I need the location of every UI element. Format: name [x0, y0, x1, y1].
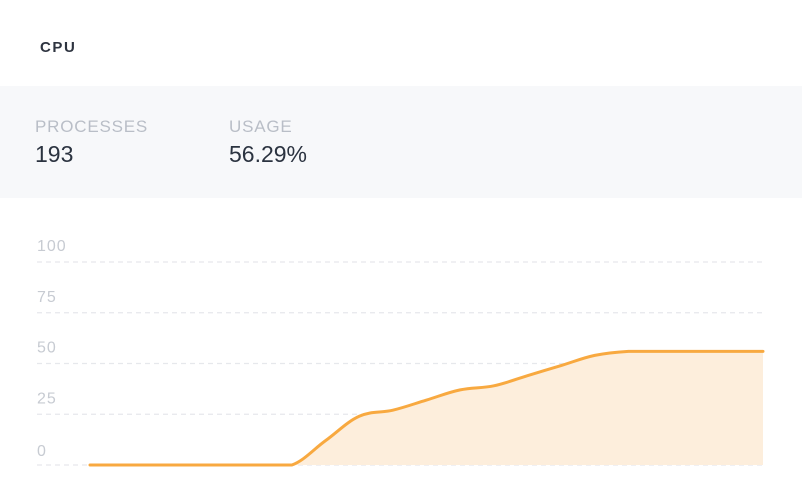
- y-tick-label-0: 0: [37, 443, 47, 460]
- processes-stat: PROCESSES 193: [35, 116, 148, 169]
- y-axis-ticks: 100 75 50 25 0: [37, 238, 67, 460]
- usage-line: [88, 349, 765, 467]
- y-tick-label-75: 75: [37, 289, 57, 306]
- usage-stat: USAGE 56.29%: [229, 116, 307, 169]
- y-tick-label-25: 25: [37, 390, 57, 407]
- usage-label: USAGE: [229, 117, 293, 136]
- processes-value: 193: [35, 141, 74, 167]
- cpu-usage-chart: 100 75 50 25 0: [0, 200, 802, 502]
- usage-value: 56.29%: [229, 141, 308, 167]
- stats-band: PROCESSES 193 USAGE 56.29%: [0, 86, 802, 198]
- card-title: CPU: [40, 39, 77, 56]
- processes-label: PROCESSES: [35, 117, 149, 136]
- y-tick-label-50: 50: [37, 340, 57, 357]
- usage-area: [90, 351, 763, 465]
- y-tick-label-100: 100: [37, 238, 67, 255]
- chart-svg: 100 75 50 25 0: [37, 238, 765, 467]
